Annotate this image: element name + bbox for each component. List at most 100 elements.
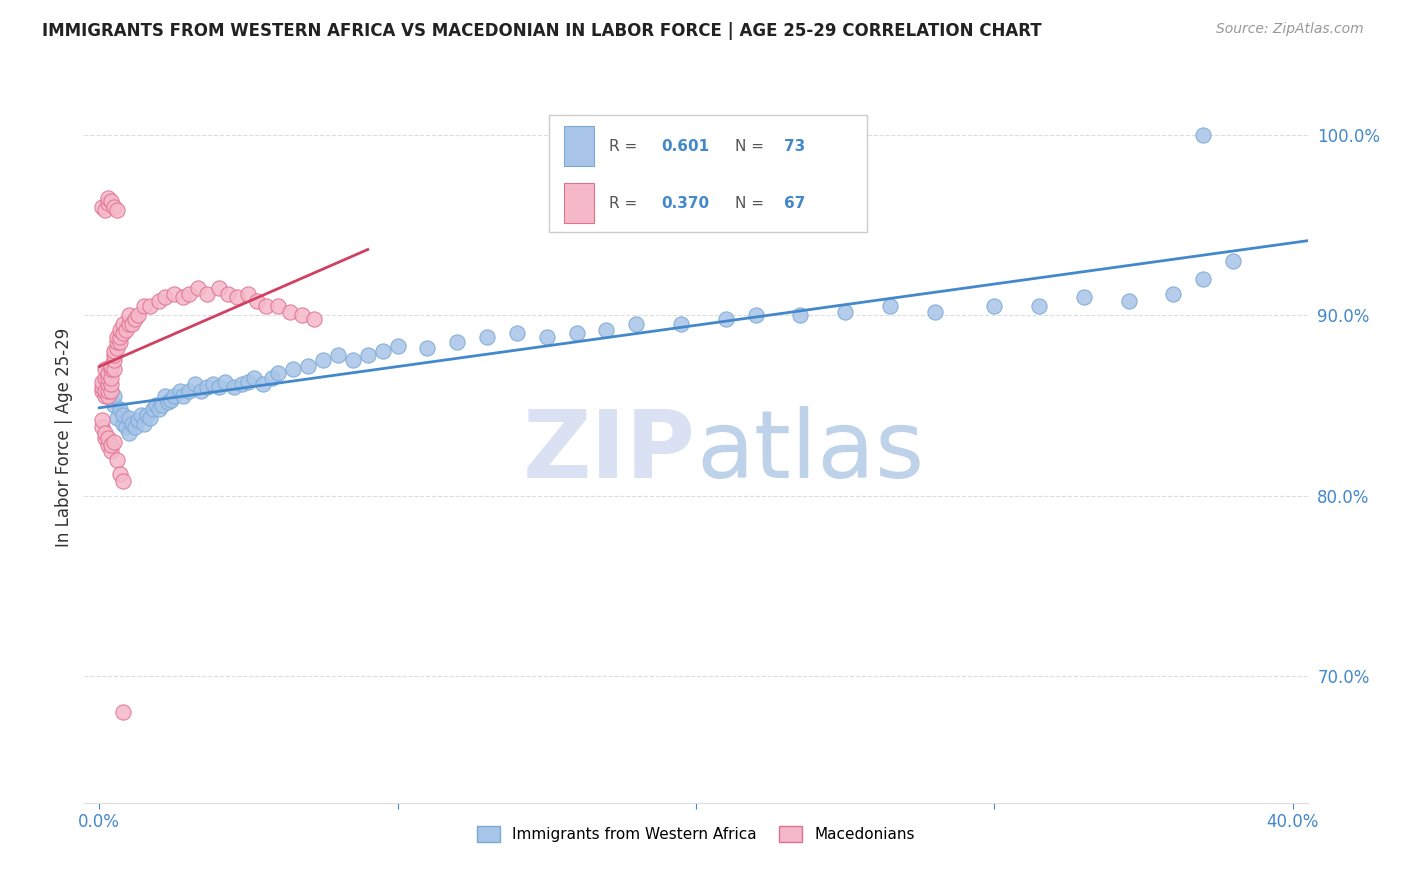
Point: [139, 299, 162, 313]
Point: [1163, 286, 1185, 301]
Point: [983, 299, 1005, 313]
Point: [177, 384, 200, 398]
Point: [108, 467, 131, 482]
Point: [238, 375, 260, 389]
Text: 0.601: 0.601: [662, 139, 710, 153]
Point: [94, 203, 117, 218]
Legend: Immigrants from Western Africa, Macedonians: Immigrants from Western Africa, Macedoni…: [470, 819, 922, 850]
Point: [94, 389, 117, 403]
Point: [105, 452, 128, 467]
Point: [100, 362, 122, 376]
Point: [283, 362, 305, 376]
Point: [163, 286, 186, 301]
Point: [342, 353, 364, 368]
Point: [536, 330, 558, 344]
Point: [112, 326, 135, 341]
Point: [626, 317, 648, 331]
Point: [112, 417, 135, 431]
Point: [91, 380, 114, 394]
Point: [118, 425, 141, 440]
Point: [100, 359, 122, 373]
Point: [103, 434, 125, 449]
Point: [100, 438, 122, 452]
Point: [100, 376, 122, 391]
Point: [127, 308, 149, 322]
Point: [94, 371, 117, 385]
Point: [195, 380, 218, 394]
Point: [103, 362, 125, 376]
Point: [97, 371, 120, 385]
Point: [201, 376, 224, 391]
Point: [446, 335, 468, 350]
Point: [97, 431, 120, 445]
Point: [100, 384, 122, 398]
Point: [97, 366, 120, 380]
Point: [108, 335, 131, 350]
Point: [103, 399, 125, 413]
Text: 0.370: 0.370: [662, 196, 710, 211]
Point: [222, 380, 245, 394]
Point: [97, 376, 120, 391]
Point: [267, 366, 290, 380]
Point: [190, 384, 212, 398]
Point: [108, 330, 131, 344]
Point: [416, 341, 439, 355]
Text: Source: ZipAtlas.com: Source: ZipAtlas.com: [1216, 22, 1364, 37]
Point: [153, 290, 176, 304]
Point: [124, 311, 146, 326]
Point: [97, 438, 120, 452]
Point: [97, 376, 120, 391]
Point: [302, 311, 325, 326]
Point: [357, 348, 380, 362]
Point: [103, 353, 125, 368]
Point: [246, 293, 269, 308]
Point: [252, 376, 274, 391]
Point: [115, 420, 138, 434]
Point: [669, 317, 692, 331]
Point: [142, 402, 165, 417]
Point: [217, 286, 239, 301]
Point: [1118, 293, 1140, 308]
Point: [153, 389, 176, 403]
Point: [118, 411, 141, 425]
Point: [103, 348, 125, 362]
Point: [105, 203, 128, 218]
Point: [127, 413, 149, 427]
Point: [278, 304, 301, 318]
Point: [297, 359, 319, 373]
Point: [148, 293, 170, 308]
Point: [187, 281, 209, 295]
FancyBboxPatch shape: [564, 126, 595, 167]
Point: [100, 194, 122, 209]
Point: [136, 408, 159, 422]
Point: [195, 286, 218, 301]
Point: [121, 417, 143, 431]
Y-axis label: In Labor Force | Age 25-29: In Labor Force | Age 25-29: [55, 327, 73, 547]
Point: [163, 389, 186, 403]
Text: N =: N =: [735, 196, 769, 211]
Point: [172, 290, 194, 304]
Text: ZIP: ZIP: [523, 406, 696, 498]
Point: [184, 376, 207, 391]
Point: [1192, 128, 1215, 142]
Point: [124, 420, 146, 434]
Point: [118, 308, 141, 322]
Point: [103, 344, 125, 359]
FancyBboxPatch shape: [564, 183, 595, 224]
Point: [91, 200, 114, 214]
Point: [169, 384, 191, 398]
Point: [744, 308, 766, 322]
Point: [326, 348, 349, 362]
Point: [231, 376, 253, 391]
Point: [91, 375, 114, 389]
Text: N =: N =: [735, 139, 769, 153]
Point: [105, 411, 128, 425]
Text: atlas: atlas: [696, 406, 924, 498]
Text: IMMIGRANTS FROM WESTERN AFRICA VS MACEDONIAN IN LABOR FORCE | AGE 25-29 CORRELAT: IMMIGRANTS FROM WESTERN AFRICA VS MACEDO…: [42, 22, 1042, 40]
Point: [100, 443, 122, 458]
Point: [312, 353, 335, 368]
Text: R =: R =: [609, 139, 643, 153]
Point: [789, 308, 811, 322]
Point: [387, 339, 409, 353]
Point: [94, 384, 117, 398]
